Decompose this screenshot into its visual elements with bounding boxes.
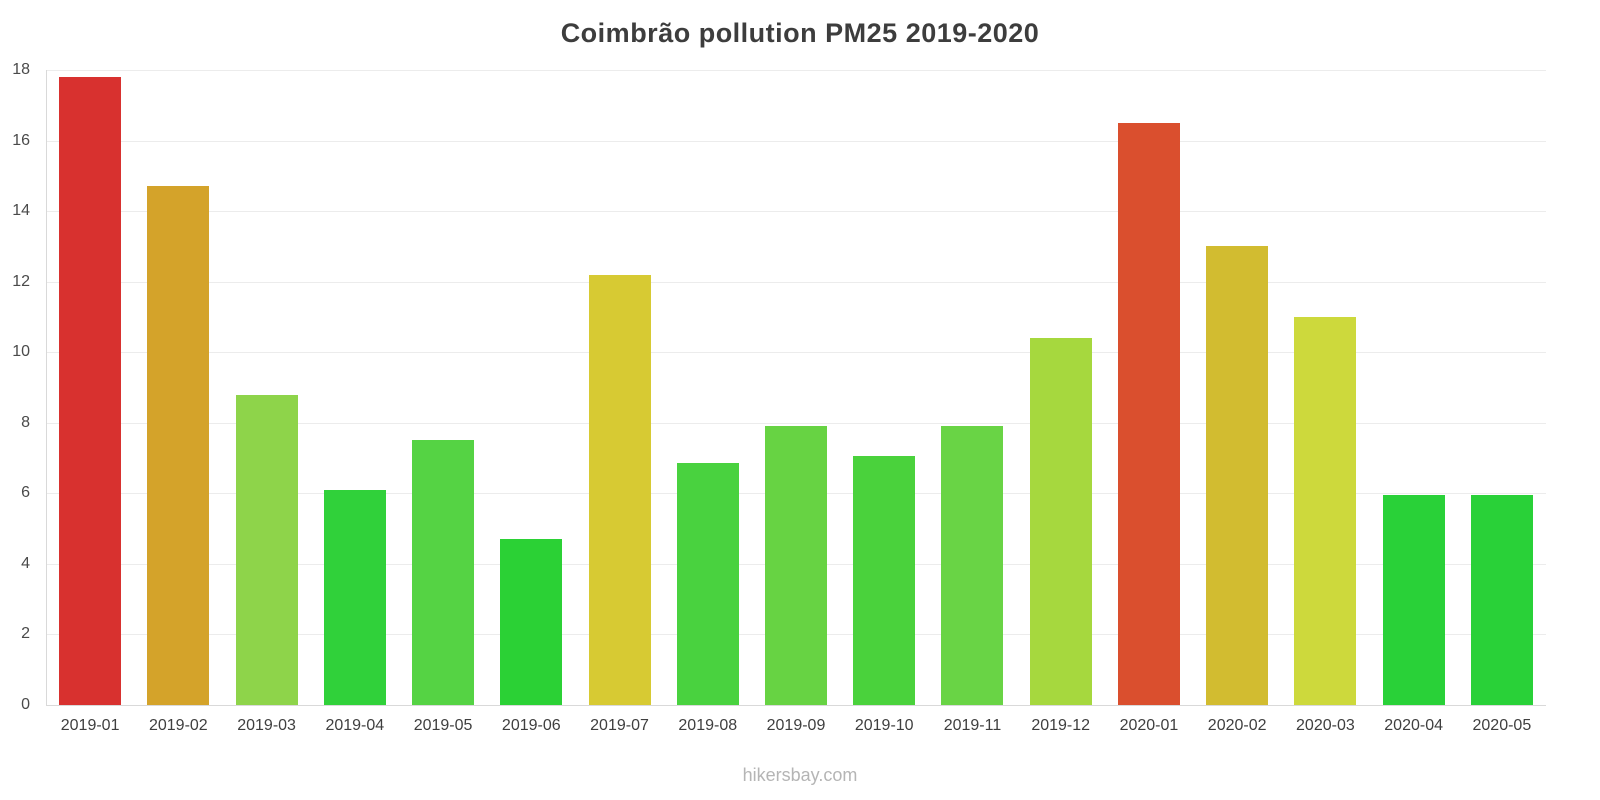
y-tick-label-10: 10 (12, 343, 30, 361)
bar-2019-12 (1029, 338, 1092, 705)
bar-group-2019-05: 2019-05 (399, 70, 487, 734)
x-tick-label-2019-03: 2019-03 (237, 717, 296, 734)
footer-watermark: hikersbay.com (742, 765, 858, 785)
bar-group-2020-05: 2020-05 (1458, 70, 1546, 734)
gridline-10 (46, 352, 1546, 354)
gridline-16 (46, 140, 1546, 142)
x-tick-label-2019-05: 2019-05 (413, 717, 473, 734)
x-tick-label-2020-05: 2020-05 (1472, 717, 1532, 734)
x-tick-label-2020-01: 2020-01 (1119, 717, 1179, 734)
x-tick-label-2020-02: 2020-02 (1207, 717, 1267, 734)
y-tick-label-12: 12 (12, 272, 30, 290)
bar-group-2020-01: 2020-01 (1105, 70, 1193, 734)
bar-2020-03 (1294, 316, 1357, 705)
gridline-12 (46, 281, 1546, 283)
x-tick-label-2020-04: 2020-04 (1384, 717, 1443, 734)
x-tick-label-2019-06: 2019-06 (501, 717, 561, 734)
y-tick-label-6: 6 (21, 484, 30, 502)
bar-group-2019-04: 2019-04 (311, 70, 399, 734)
bar-2020-04 (1382, 495, 1445, 705)
y-axis-labels: 0 2 4 6 8 10 12 14 16 18 (0, 61, 40, 713)
y-axis-line (46, 70, 47, 705)
bar-2019-05 (412, 440, 475, 705)
y-tick-label-14: 14 (12, 202, 30, 220)
x-tick-label-2019-01: 2019-01 (60, 717, 120, 734)
gridline-18 (46, 70, 1546, 71)
bar-group-2019-11: 2019-11 (928, 70, 1016, 734)
bar-2019-10 (853, 456, 916, 705)
bar-group-2019-10: 2019-10 (840, 70, 928, 734)
bar-2019-04 (323, 489, 386, 705)
bar-2020-05 (1470, 495, 1533, 705)
x-tick-label-2019-08: 2019-08 (678, 717, 738, 734)
y-tick-label-16: 16 (12, 131, 30, 149)
bar-group-2019-01: 2019-01 (46, 70, 134, 734)
bar-group-2019-02: 2019-02 (134, 70, 222, 734)
x-tick-label-2019-07: 2019-07 (590, 717, 649, 734)
bar-2019-01 (59, 77, 122, 705)
bar-2019-06 (500, 539, 563, 705)
x-tick-label-2020-03: 2020-03 (1296, 717, 1355, 734)
bar-group-2020-04: 2020-04 (1370, 70, 1458, 734)
chart-title: Coimbrão pollution PM25 2019-2020 (560, 18, 1040, 48)
bar-2019-11 (941, 426, 1004, 705)
bars: 2019-01 2019-02 2019-03 2019-04 2019-05 2019-… (46, 70, 1546, 734)
y-tick-label-4: 4 (21, 554, 30, 572)
bar-group-2020-02: 2020-02 (1193, 70, 1281, 734)
x-tick-label-2019-02: 2019-02 (148, 717, 208, 734)
bar-2020-02 (1206, 246, 1269, 705)
bar-2019-08 (676, 463, 739, 705)
y-tick-label-18: 18 (12, 61, 30, 78)
bar-group-2019-06: 2019-06 (487, 70, 575, 734)
bar-group-2019-12: 2019-12 (1017, 70, 1105, 734)
y-tick-label-8: 8 (21, 413, 30, 431)
x-tick-label-2019-11: 2019-11 (943, 717, 1002, 734)
gridline-0 (46, 705, 1546, 706)
bar-group-2020-03: 2020-03 (1281, 70, 1369, 734)
bar-2019-02 (147, 186, 210, 705)
bar-group-2019-08: 2019-08 (664, 70, 752, 734)
x-tick-label-2019-04: 2019-04 (325, 717, 385, 734)
bar-group-2019-09: 2019-09 (752, 70, 840, 734)
bar-2019-07 (588, 274, 651, 705)
plot-area: 2019-01 2019-02 2019-03 2019-04 2019-05 2019-… (46, 70, 1546, 734)
y-tick-label-2: 2 (21, 625, 30, 643)
x-tick-label-2019-12: 2019-12 (1031, 717, 1091, 734)
bar-group-2019-07: 2019-07 (575, 70, 663, 734)
x-tick-label-2019-10: 2019-10 (854, 717, 914, 734)
bar-group-2019-03: 2019-03 (222, 70, 310, 734)
bar-2019-09 (764, 426, 827, 705)
gridline-8 (46, 422, 1546, 424)
x-tick-label-2019-09: 2019-09 (766, 717, 826, 734)
y-tick-label-0: 0 (21, 696, 30, 713)
bar-2020-01 (1117, 122, 1180, 705)
bar-2019-03 (235, 394, 298, 705)
gridline-14 (46, 211, 1546, 213)
